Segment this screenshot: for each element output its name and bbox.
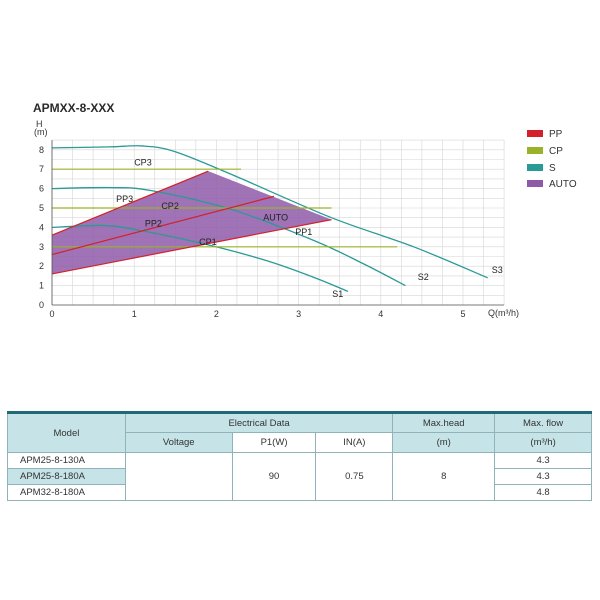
cell-max-head: 8 [392,452,496,501]
legend-swatch-auto [527,180,543,187]
table-row: APM25-8-130A 90 0.75 8 4.3 [7,452,592,501]
series-line-s2 [51,186,406,287]
cell-model: APM25-8-130A [7,452,126,469]
series-line-pp1 [51,219,332,275]
legend-swatch-cp [527,147,543,154]
y-tick-label: 4 [39,222,44,232]
x-tick-label: 5 [460,309,465,319]
curve-label-pp3: PP3 [116,194,133,204]
header-head-unit: (m) [392,432,496,453]
y-tick-label: 7 [39,164,44,174]
header-max-head: Max.head [392,411,496,433]
cell-voltage [124,452,233,501]
y-tick-label: 3 [39,242,44,252]
auto-region-layer [52,171,332,274]
curve-label-s1: S1 [332,289,343,299]
legend-label-pp: PP [549,129,563,140]
header-model: Model [7,411,126,453]
legend-label-auto: AUTO [549,179,577,190]
axes: 0 1 2 3 4 5 0 1 2 3 4 5 6 7 8 [39,140,505,319]
header-p1: P1(W) [231,432,317,453]
curve-labels: CP3 PP3 CP2 PP2 AUTO CP1 PP1 S3 S2 S1 [116,157,503,299]
x-tick-label: 0 [49,309,54,319]
header-electrical-data: Electrical Data [124,411,394,433]
table-row: APM32-8-180A 4.8 [7,484,592,501]
y-tick-label: 5 [39,203,44,213]
legend-swatch-pp [527,130,543,137]
x-tick-label: 2 [214,309,219,319]
header-in: IN(A) [315,432,394,453]
auto-region [52,171,332,274]
x-tick-label: 4 [378,309,383,319]
legend-swatch-s [527,164,543,171]
x-tick-label: 3 [296,309,301,319]
legend-label-s: S [549,163,556,174]
legend: PP CP S AUTO [527,129,577,190]
spec-table: Model Electrical Data Max.head Max. flow… [7,411,592,501]
cell-in: 0.75 [315,452,394,501]
cell-max-flow: 4.3 [494,452,592,469]
y-tick-label: 0 [39,300,44,310]
curve-label-cp1: CP1 [199,237,217,247]
cell-model: APM25-8-180A [7,468,126,485]
header-max-flow: Max. flow [494,411,592,433]
legend-label-cp: CP [549,146,563,157]
curve-label-auto: AUTO [263,213,288,223]
y-axis-unit: (m) [34,127,48,137]
curve-label-s3: S3 [492,265,503,275]
cell-max-flow: 4.8 [494,484,592,501]
series-line-s1 [51,224,349,293]
series-line-pp2 [51,195,275,256]
y-tick-label: 6 [39,184,44,194]
x-axis-label: Q(m³/h) [488,308,519,318]
series-line-s3 [51,145,488,279]
cell-model: APM32-8-180A [7,484,126,501]
cell-max-flow: 4.3 [494,468,592,485]
y-tick-label: 2 [39,261,44,271]
curve-label-cp3: CP3 [134,157,152,167]
header-voltage: Voltage [124,432,233,453]
cell-p1: 90 [231,452,317,501]
y-axis-label: H [36,119,43,129]
curve-label-s2: S2 [418,272,429,282]
curve-label-cp2: CP2 [161,201,179,211]
x-tick-label: 1 [132,309,137,319]
y-tick-label: 1 [39,281,44,291]
series-layer [51,145,488,293]
y-tick-label: 8 [39,145,44,155]
curve-label-pp2: PP2 [145,218,162,228]
chart-title: APMXX-8-XXX [33,101,115,115]
curve-label-pp1: PP1 [295,227,312,237]
performance-chart: 0 1 2 3 4 5 0 1 2 3 4 5 6 7 8 CP3 PP3 CP2 PP2 AUTO CP1 PP1 S3… [34,119,577,319]
series-line-pp3 [51,170,209,236]
header-flow-unit: (m³/h) [494,432,592,453]
